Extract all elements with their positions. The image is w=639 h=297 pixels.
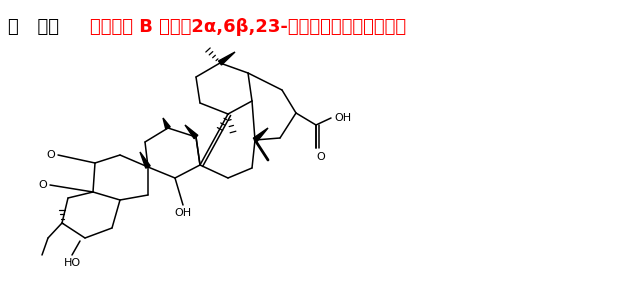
Text: O: O [46, 150, 55, 160]
Text: O: O [317, 152, 325, 162]
Polygon shape [253, 128, 268, 142]
Text: 积雪草苷 B 苷元：2α,6β,23-三羟基齐墩果酸；终油酸: 积雪草苷 B 苷元：2α,6β,23-三羟基齐墩果酸；终油酸 [90, 18, 406, 36]
Text: O: O [38, 180, 47, 190]
Text: OH: OH [174, 208, 192, 218]
Text: HO: HO [63, 258, 81, 268]
Text: 结   构：: 结 构： [8, 18, 59, 36]
Polygon shape [163, 118, 170, 129]
Polygon shape [185, 125, 198, 139]
Polygon shape [219, 52, 235, 65]
Text: OH: OH [334, 113, 351, 123]
Polygon shape [140, 152, 150, 168]
